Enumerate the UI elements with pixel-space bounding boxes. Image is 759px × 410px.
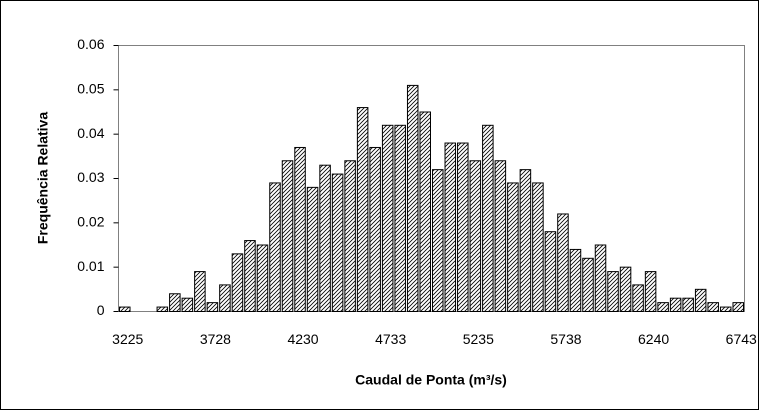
bar xyxy=(682,297,694,313)
x-axis-title: Caudal de Ponta (m³/s) xyxy=(355,372,507,388)
x-tick-label: 5738 xyxy=(550,331,581,347)
bar xyxy=(219,284,231,312)
bar xyxy=(369,146,381,312)
bar xyxy=(419,111,431,312)
bar xyxy=(669,297,682,313)
bar xyxy=(169,293,181,312)
bar xyxy=(469,160,482,312)
bar xyxy=(432,169,444,312)
y-tick-label: 0.04 xyxy=(77,125,104,141)
bar xyxy=(256,244,269,312)
bar xyxy=(619,266,632,312)
y-axis-title: Frequência Relativa xyxy=(35,112,51,244)
bar xyxy=(344,160,356,312)
bar xyxy=(732,302,744,312)
y-tick-label: 0.06 xyxy=(77,36,104,52)
bar xyxy=(457,142,469,312)
bar xyxy=(532,182,544,312)
x-tick-label: 4733 xyxy=(375,331,406,347)
x-tick-label: 5235 xyxy=(463,331,494,347)
bar xyxy=(507,182,519,312)
bar xyxy=(194,271,206,313)
bar xyxy=(406,84,419,313)
bar xyxy=(482,124,494,312)
bar xyxy=(294,146,306,312)
bar xyxy=(181,297,194,313)
bar xyxy=(281,160,294,312)
bar xyxy=(632,284,644,312)
bar xyxy=(156,306,169,313)
bar xyxy=(306,186,319,312)
x-tick-label: 3728 xyxy=(200,331,231,347)
y-tick-label: 0.02 xyxy=(77,214,104,230)
bar xyxy=(694,288,707,313)
bar xyxy=(707,302,719,312)
bar xyxy=(494,160,507,312)
bar xyxy=(644,271,657,313)
bar xyxy=(244,240,256,312)
bar xyxy=(356,107,369,312)
x-tick-label: 3225 xyxy=(112,331,143,347)
bar xyxy=(569,248,582,312)
bar xyxy=(394,124,406,312)
bar xyxy=(331,173,344,312)
bar xyxy=(119,306,131,313)
y-tick-label: 0.01 xyxy=(77,258,104,274)
bar xyxy=(657,302,669,312)
bar xyxy=(594,244,607,312)
bar xyxy=(231,253,244,313)
bar xyxy=(582,257,594,312)
bar xyxy=(557,213,569,312)
x-tick-label: 6240 xyxy=(638,331,669,347)
y-tick-label: 0 xyxy=(97,302,105,318)
bar xyxy=(206,302,219,312)
bar xyxy=(381,124,394,312)
y-tick-label: 0.05 xyxy=(77,81,104,97)
bar xyxy=(319,164,331,312)
bar xyxy=(519,169,532,312)
bar xyxy=(444,142,457,312)
bar xyxy=(607,271,619,313)
y-tick-label: 0.03 xyxy=(77,169,104,185)
bar xyxy=(719,306,732,313)
x-tick-label: 6743 xyxy=(726,331,757,347)
bar xyxy=(544,231,557,312)
x-tick-label: 4230 xyxy=(287,331,318,347)
bar xyxy=(269,182,281,312)
